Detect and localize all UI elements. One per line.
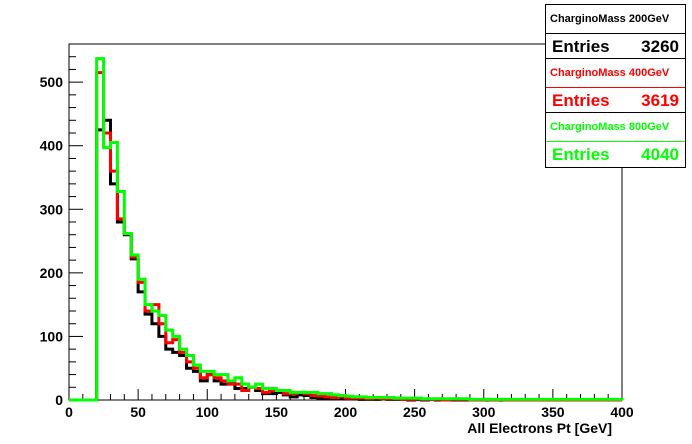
x-tick-label: 200: [334, 404, 358, 420]
stat-box-title: CharginoMass 400GeV: [546, 59, 685, 88]
y-tick-label: 300: [40, 201, 64, 217]
x-tick-label: 150: [265, 404, 289, 420]
stat-box-title: CharginoMass 800GeV: [546, 113, 685, 142]
y-tick-label: 0: [55, 392, 63, 408]
stat-box-entries-row: Entries 4040: [546, 142, 685, 167]
plot-frame: [68, 43, 623, 401]
y-tick-label: 100: [40, 328, 64, 344]
entries-label: Entries: [552, 37, 610, 56]
entries-value: 4040: [641, 145, 679, 164]
histogram-series: [69, 57, 624, 402]
histogram-series-2: [69, 71, 622, 402]
entries-value: 3619: [641, 91, 679, 110]
stat-box-1: CharginoMass 200GeV Entries 3260: [545, 4, 686, 60]
stat-box-2: CharginoMass 400GeV Entries 3619: [545, 58, 686, 114]
y-tick-label: 500: [40, 74, 64, 90]
x-axis: 0 50 100 150 200 250 300 350 400: [65, 389, 634, 420]
x-tick-label: 0: [65, 404, 73, 420]
entries-label: Entries: [552, 145, 610, 164]
x-tick-label: 350: [541, 404, 565, 420]
entries-value: 3260: [641, 37, 679, 56]
y-tick-label: 200: [40, 265, 64, 281]
x-tick-label: 50: [130, 404, 146, 420]
stat-box-entries-row: Entries 3260: [546, 34, 685, 59]
histogram-series-1: [69, 118, 622, 402]
x-tick-label: 300: [472, 404, 496, 420]
entries-label: Entries: [552, 91, 610, 110]
x-tick-label: 100: [196, 404, 220, 420]
stat-box-3: CharginoMass 800GeV Entries 4040: [545, 112, 686, 168]
x-tick-label: 400: [610, 404, 634, 420]
x-tick-label: 250: [403, 404, 427, 420]
y-tick-label: 400: [40, 138, 64, 154]
histogram-series-3: [69, 57, 624, 402]
x-axis-label: All Electrons Pt [GeV]: [467, 420, 612, 436]
y-axis: 0 100 200 300 400 500: [40, 43, 83, 408]
stat-box-entries-row: Entries 3619: [546, 88, 685, 113]
stat-box-title: CharginoMass 200GeV: [546, 5, 685, 34]
